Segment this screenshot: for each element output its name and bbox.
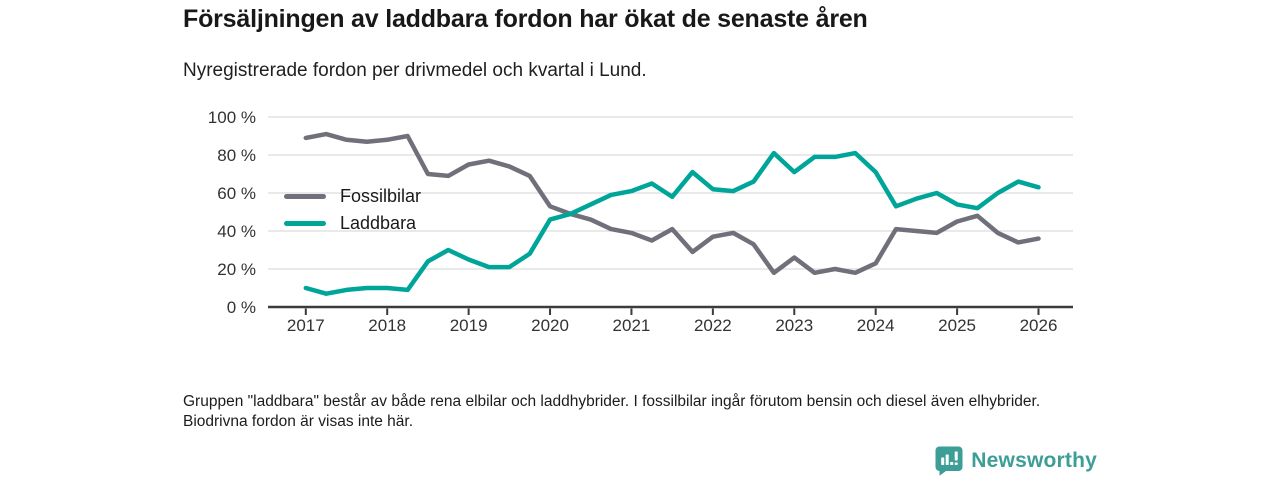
laddbara-swatch: [284, 221, 326, 226]
newsworthy-logo-text: Newsworthy: [971, 449, 1097, 472]
chart-subtitle: Nyregistrerade fordon per drivmedel och …: [183, 60, 647, 81]
series-lines: [303, 131, 1041, 296]
x-tick-label: 2026: [1020, 316, 1058, 335]
x-tick-label: 2020: [531, 316, 569, 335]
laddbara-line: [303, 150, 1041, 296]
fossilbilar-line: [303, 131, 1041, 276]
y-tick-label: 60 %: [217, 184, 256, 203]
x-tick-label: 2025: [938, 316, 976, 335]
fossilbilar-label: Fossilbilar: [340, 186, 422, 206]
legend-item-fossilbilar: Fossilbilar: [284, 183, 421, 210]
newsworthy-logo: Newsworthy: [935, 446, 1097, 476]
y-tick-label: 100 %: [208, 108, 256, 127]
x-axis: [268, 305, 1073, 315]
x-axis-labels: 2017 2018 2019 2020 2021 2022 2023 2024 2025 2026: [287, 316, 1058, 335]
y-tick-label: 80 %: [217, 146, 256, 165]
x-tick-label: 2022: [694, 316, 732, 335]
y-tick-label: 0 %: [227, 298, 256, 317]
fossilbilar-swatch: [284, 194, 326, 199]
x-tick-label: 2024: [857, 316, 895, 335]
x-tick-label: 2019: [450, 316, 488, 335]
legend-item-laddbara: Laddbara: [284, 210, 421, 237]
x-tick-label: 2021: [613, 316, 651, 335]
footnote: Gruppen "laddbara" består av både rena e…: [183, 392, 1041, 430]
y-tick-label: 40 %: [217, 222, 256, 241]
legend: Fossilbilar Laddbara: [284, 183, 421, 237]
chart-title: Försäljningen av laddbara fordon har öka…: [183, 5, 868, 33]
newsworthy-badge-icon: [935, 446, 963, 476]
laddbara-label: Laddbara: [340, 213, 417, 233]
x-tick-label: 2018: [368, 316, 406, 335]
y-axis-labels: 0 % 20 % 40 % 60 % 80 % 100 %: [208, 108, 256, 317]
x-tick-label: 2023: [775, 316, 813, 335]
y-tick-label: 20 %: [217, 260, 256, 279]
x-tick-label: 2017: [287, 316, 325, 335]
